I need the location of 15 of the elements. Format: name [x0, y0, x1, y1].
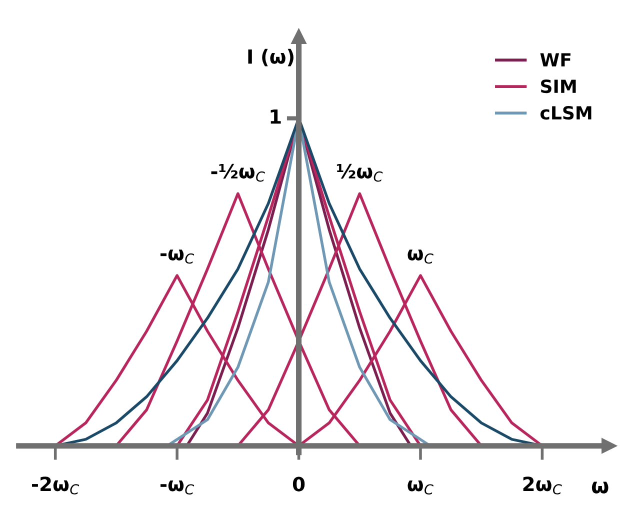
- annotation: -ω$_{C}$: [160, 250, 194, 264]
- x-tick-label: ω$_{C}$: [408, 480, 434, 494]
- x-tick-label: -2ω$_{C}$: [32, 476, 80, 494]
- legend-label: WF: [540, 53, 570, 66]
- x-tick-label: 2ω$_{C}$: [523, 476, 562, 494]
- annotation: 1: [270, 109, 281, 124]
- legend-label: cLSM: [540, 106, 592, 120]
- y-axis-title: I (ω): [248, 48, 294, 66]
- x-axis-title: ω: [592, 482, 608, 494]
- annotation: ½ω$_{C}$: [336, 164, 383, 182]
- x-tick-label: -ω$_{C}$: [160, 480, 194, 494]
- annotation: ω$_{C}$: [408, 250, 434, 264]
- annotation: -½ω$_{C}$: [211, 164, 265, 182]
- legend-label: SIM: [541, 79, 576, 94]
- x-tick-label: 0: [292, 476, 305, 492]
